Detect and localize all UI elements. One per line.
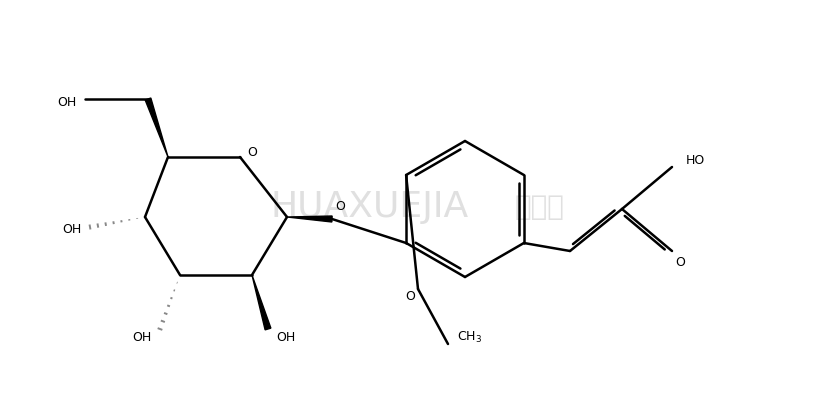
Polygon shape — [287, 216, 332, 223]
Text: O: O — [335, 199, 345, 212]
Text: OH: OH — [276, 331, 295, 344]
Text: CH$_3$: CH$_3$ — [457, 329, 483, 344]
Text: OH: OH — [133, 331, 151, 344]
Text: OH: OH — [57, 95, 77, 108]
Text: 化学加: 化学加 — [515, 192, 565, 221]
Polygon shape — [252, 275, 271, 330]
Text: HUAXUEJIA: HUAXUEJIA — [271, 190, 470, 223]
Text: O: O — [675, 255, 685, 268]
Text: HO: HO — [686, 153, 705, 166]
Text: O: O — [247, 145, 257, 158]
Polygon shape — [145, 99, 168, 158]
Text: OH: OH — [62, 223, 82, 236]
Text: O: O — [405, 289, 415, 302]
